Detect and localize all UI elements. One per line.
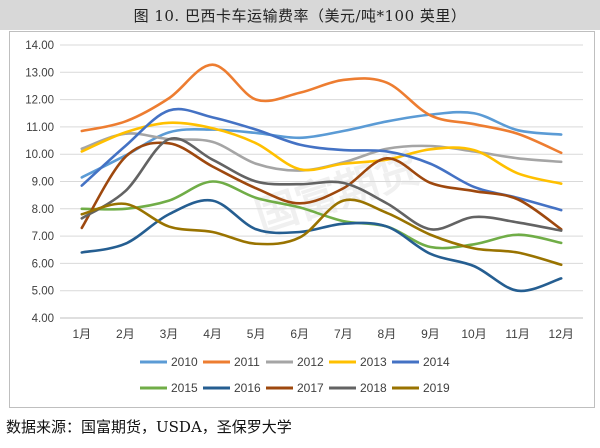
series-line-2014 <box>80 107 563 212</box>
y-tick-label: 9.00 <box>32 177 54 189</box>
line-chart: 国富期货 4.005.006.007.008.009.0010.0011.001… <box>25 40 583 395</box>
x-tick-label: 1月 <box>72 327 91 341</box>
y-tick-label: 14.00 <box>25 40 54 52</box>
y-tick-label: 10.00 <box>25 149 54 161</box>
legend-label-2012: 2012 <box>297 355 324 369</box>
series-line-2015 <box>80 180 563 250</box>
legend-label-2014: 2014 <box>423 355 450 369</box>
x-tick-label: 3月 <box>160 327 179 341</box>
x-tick-label: 8月 <box>378 327 397 341</box>
x-tick-label: 12月 <box>549 327 574 341</box>
series-line-2016 <box>80 198 563 293</box>
legend-label-2011: 2011 <box>234 355 260 369</box>
y-tick-label: 13.00 <box>25 67 54 79</box>
x-tick-label: 4月 <box>203 327 222 341</box>
series-line-2018 <box>80 136 563 232</box>
y-tick-label: 5.00 <box>32 286 54 298</box>
legend-label-2010: 2010 <box>171 355 198 369</box>
chart-frame: 国富期货 4.00 5.00 6.00 7.00 8.00 9.00 10.00 11.00 1… <box>9 31 595 408</box>
x-tick-label: 5月 <box>247 327 266 341</box>
y-tick-label: 7.00 <box>32 231 54 243</box>
x-tick-label: 7月 <box>334 327 353 341</box>
series-line-2017 <box>80 141 563 231</box>
y-tick-label: 4.00 <box>32 313 54 325</box>
series-line-2013 <box>80 121 563 185</box>
legend-label-2018: 2018 <box>360 381 387 395</box>
series-line-2010 <box>80 110 563 179</box>
y-tick-label: 8.00 <box>32 204 54 216</box>
chart-title: 图 10. 巴西卡车运输费率（美元/吨*100 英里） <box>0 0 600 30</box>
data-source-note: 数据来源：国富期货，USDA，圣保罗大学 <box>6 418 292 436</box>
legend-label-2017: 2017 <box>297 381 324 395</box>
x-tick-label: 10月 <box>461 327 486 341</box>
y-tick-label: 6.00 <box>32 258 54 270</box>
legend-label-2013: 2013 <box>360 355 387 369</box>
legend-label-2019: 2019 <box>423 381 450 395</box>
x-tick-label: 9月 <box>421 327 440 341</box>
x-tick-label: 6月 <box>290 327 309 341</box>
x-tick-label: 2月 <box>116 327 135 341</box>
y-tick-label: 11.00 <box>26 122 54 134</box>
y-tick-label: 12.00 <box>25 95 54 107</box>
legend-label-2015: 2015 <box>171 381 198 395</box>
legend-label-2016: 2016 <box>234 381 261 395</box>
series-line-2019 <box>80 198 563 267</box>
series-line-2011 <box>80 63 563 155</box>
x-tick-label: 11月 <box>505 327 529 341</box>
